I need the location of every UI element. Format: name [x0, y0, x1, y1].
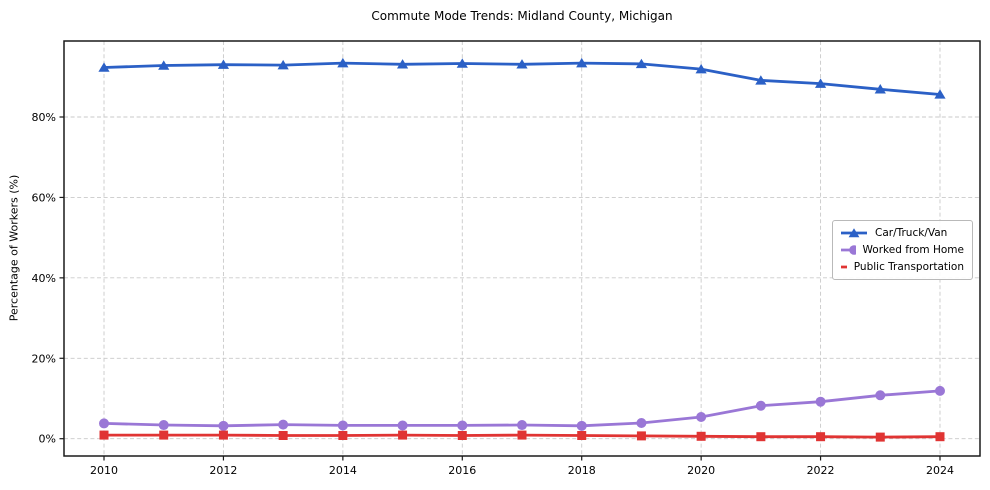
data-point-square [935, 432, 945, 442]
data-point-triangle [456, 58, 468, 68]
legend-label: Public Transportation [853, 261, 964, 273]
legend-square-marker-icon [841, 265, 847, 269]
data-point-triangle [576, 57, 588, 68]
data-point-circle [99, 418, 110, 429]
data-point-circle [755, 400, 766, 411]
data-point-square [756, 432, 766, 442]
x-tick-label: 2020 [687, 464, 715, 477]
data-point-square [99, 430, 109, 440]
data-point-circle [696, 411, 707, 422]
data-point-square [875, 432, 885, 442]
data-point-triangle [635, 58, 648, 69]
x-tick-label: 2022 [807, 464, 835, 477]
legend-label: Car/Truck/Van [875, 227, 948, 239]
data-point-circle [218, 420, 229, 431]
data-point-circle [636, 418, 647, 429]
data-point-circle [457, 420, 468, 431]
data-point-square [159, 430, 169, 440]
x-tick-label: 2012 [209, 464, 237, 477]
y-tick-label: 40% [32, 272, 56, 285]
data-point-square [218, 430, 228, 440]
data-point-square [577, 430, 587, 440]
data-point-circle [158, 420, 169, 431]
data-point-triangle [396, 59, 409, 69]
data-point-square [457, 430, 467, 440]
x-tick-label: 2010 [90, 464, 118, 477]
data-point-square [278, 430, 288, 440]
y-tick-label: 80% [32, 111, 56, 124]
y-tick-label: 0% [39, 433, 56, 446]
legend-item-2: Public Transportation [840, 260, 964, 274]
data-point-circle [517, 420, 527, 431]
data-point-triangle [934, 89, 946, 99]
legend-item-1: Worked from Home [840, 243, 964, 257]
data-point-square [816, 432, 826, 442]
x-tick-label: 2018 [568, 464, 596, 477]
data-point-triangle [98, 62, 110, 72]
data-point-triangle [516, 59, 528, 69]
data-point-circle [337, 420, 348, 431]
data-point-square [398, 430, 408, 440]
data-point-triangle [158, 60, 170, 70]
legend-triangle-marker-icon [841, 228, 867, 238]
data-point-triangle [874, 84, 886, 94]
data-point-circle [397, 420, 408, 431]
data-point-circle [934, 385, 945, 396]
legend-item-0: Car/Truck/Van [840, 226, 964, 240]
data-point-triangle [755, 75, 767, 85]
data-point-square [517, 430, 527, 440]
x-tick-label: 2016 [448, 464, 476, 477]
data-point-triangle [217, 59, 230, 69]
data-point-triangle [695, 63, 707, 74]
legend-label: Worked from Home [862, 244, 964, 256]
x-tick-label: 2014 [329, 464, 357, 477]
data-point-triangle [814, 78, 827, 88]
data-point-triangle [277, 59, 289, 70]
axes-border [63, 40, 981, 457]
data-point-circle [875, 390, 886, 401]
x-tick-label: 2024 [926, 464, 954, 477]
data-point-square [338, 430, 348, 440]
data-point-triangle [337, 57, 349, 68]
y-tick-label: 60% [32, 191, 56, 204]
data-point-circle [815, 396, 826, 407]
data-point-circle [576, 420, 587, 431]
legend-circle-marker-icon [841, 245, 856, 255]
data-point-circle [278, 419, 289, 430]
data-point-square [696, 431, 706, 441]
data-point-square [636, 431, 646, 441]
y-tick-label: 20% [32, 352, 56, 365]
chart-title: Commute Mode Trends: Midland County, Mic… [371, 9, 673, 23]
legend: Car/Truck/Van Worked from Home Public Tran… [832, 220, 973, 280]
